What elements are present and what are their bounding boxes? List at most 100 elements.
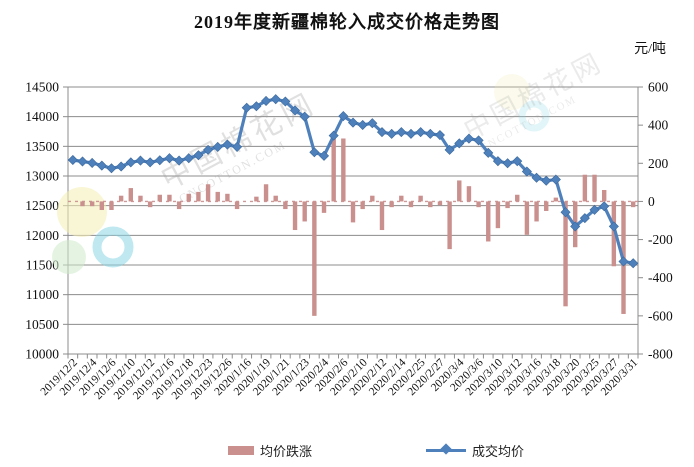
- diamond-marker-icon: [440, 443, 452, 455]
- change-bar: [466, 186, 472, 202]
- change-bar: [611, 201, 617, 267]
- diamond-marker-icon: [502, 158, 513, 169]
- diamond-marker-icon: [270, 94, 281, 105]
- bar-series-swatch: [228, 445, 254, 455]
- diamond-marker-icon: [67, 154, 78, 166]
- svg-text:-400: -400: [648, 270, 673, 285]
- diamond-marker-icon: [241, 102, 252, 113]
- diamond-marker-icon: [396, 127, 407, 138]
- diamond-marker-icon: [589, 204, 600, 215]
- change-bar: [350, 201, 356, 223]
- diamond-marker-icon: [415, 127, 426, 138]
- change-bar: [89, 201, 95, 207]
- change-bar: [176, 201, 182, 210]
- svg-text:13000: 13000: [25, 169, 59, 184]
- change-bar: [80, 201, 85, 207]
- change-bar: [302, 201, 307, 222]
- diamond-marker-icon: [154, 155, 165, 166]
- svg-text:0: 0: [648, 194, 655, 209]
- diamond-marker-icon: [232, 141, 243, 152]
- svg-text:12000: 12000: [25, 228, 59, 243]
- change-bar: [215, 191, 220, 202]
- diamond-marker-icon: [550, 174, 561, 185]
- change-bar: [370, 195, 375, 202]
- change-bar: [389, 201, 394, 208]
- change-bar: [341, 138, 346, 202]
- diamond-marker-icon: [434, 130, 445, 141]
- change-bar: [254, 196, 259, 202]
- svg-text:-800: -800: [648, 347, 673, 362]
- change-bar: [273, 195, 278, 202]
- diamond-marker-icon: [483, 147, 494, 158]
- diamond-marker-icon: [116, 161, 127, 172]
- change-bar: [544, 201, 549, 211]
- unit-label: 元/吨: [634, 42, 666, 57]
- change-bar: [292, 201, 298, 231]
- diamond-marker-icon: [599, 201, 610, 212]
- change-bar: [147, 201, 153, 208]
- change-bar: [186, 193, 191, 202]
- diamond-marker-icon: [521, 166, 532, 177]
- diamond-marker-icon: [280, 96, 291, 107]
- diamond-marker-icon: [87, 157, 98, 168]
- change-bar: [582, 174, 588, 202]
- change-bar: [138, 195, 143, 202]
- svg-text:10500: 10500: [25, 317, 59, 332]
- change-bar: [428, 201, 433, 208]
- diamond-marker-icon: [290, 105, 301, 116]
- diamond-marker-icon: [106, 163, 117, 174]
- diamond-marker-icon: [386, 128, 397, 139]
- watermark-logo: [52, 74, 550, 274]
- change-bar: [128, 188, 133, 202]
- change-bar: [118, 195, 124, 202]
- diamond-marker-icon: [212, 141, 223, 152]
- diamond-marker-icon: [357, 119, 368, 130]
- change-bar: [157, 194, 162, 202]
- svg-text:-600: -600: [648, 308, 673, 323]
- svg-text:10000: 10000: [25, 347, 59, 362]
- change-bar: [331, 136, 336, 202]
- svg-text:400: 400: [648, 118, 669, 133]
- svg-text:12500: 12500: [25, 198, 59, 213]
- change-bar: [321, 201, 327, 213]
- diamond-marker-icon: [560, 207, 571, 218]
- diamond-marker-icon: [618, 256, 629, 267]
- diamond-marker-icon: [405, 128, 416, 139]
- diamond-marker-icon: [299, 111, 310, 122]
- change-bar: [505, 201, 510, 209]
- change-bar: [563, 201, 568, 307]
- change-bar: [476, 201, 481, 208]
- change-bar: [601, 189, 607, 202]
- diamond-marker-icon: [531, 172, 542, 183]
- legend: 均价跌涨 成交均价: [0, 440, 694, 462]
- svg-text:600: 600: [648, 80, 669, 95]
- diamond-marker-icon: [425, 128, 436, 139]
- change-bar: [486, 201, 491, 242]
- diamond-marker-icon: [251, 101, 262, 112]
- svg-text:11500: 11500: [26, 258, 59, 273]
- svg-text:14500: 14500: [25, 80, 59, 95]
- diamond-marker-icon: [338, 111, 349, 122]
- diamond-marker-icon: [174, 155, 185, 166]
- diamond-marker-icon: [203, 144, 214, 155]
- diamond-marker-icon: [222, 139, 233, 150]
- diamond-marker-icon: [77, 156, 88, 167]
- diamond-marker-icon: [164, 153, 175, 164]
- legend-item-bar: 均价跌涨: [228, 440, 312, 460]
- change-bar: [408, 201, 414, 208]
- change-bar: [312, 201, 317, 316]
- change-bar: [630, 201, 636, 208]
- diamond-marker-icon: [309, 147, 320, 158]
- change-bar: [205, 184, 211, 202]
- svg-text:14000: 14000: [25, 109, 59, 124]
- diamond-marker-icon: [261, 95, 272, 106]
- change-bar: [524, 201, 530, 235]
- change-bar: [99, 201, 105, 211]
- diamond-marker-icon: [183, 153, 194, 164]
- line-series-swatch: [426, 443, 466, 455]
- svg-text:13500: 13500: [25, 139, 59, 154]
- change-bar: [225, 193, 230, 202]
- change-bar: [457, 180, 462, 202]
